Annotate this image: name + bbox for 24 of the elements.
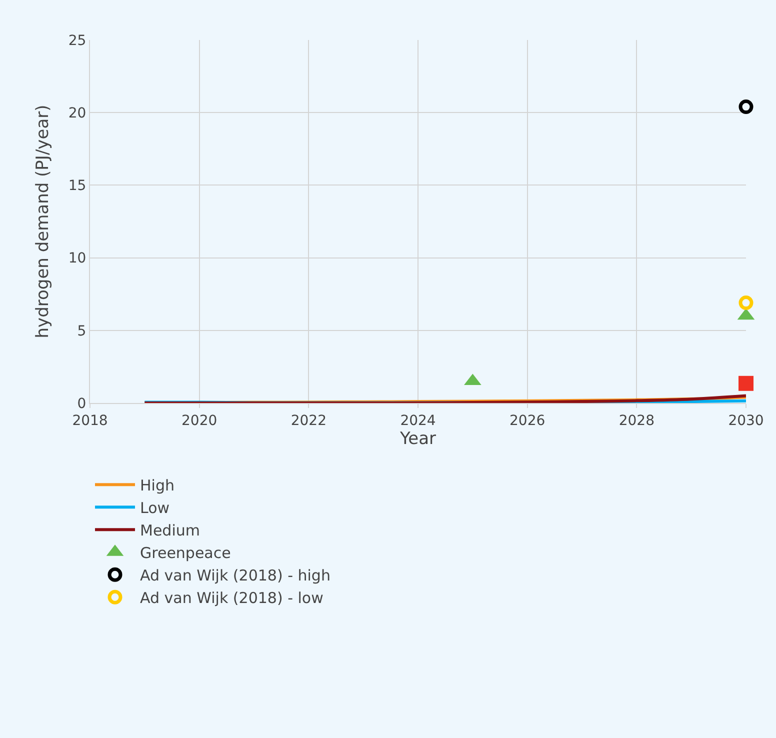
y-tick-label: 0 [77, 396, 86, 412]
x-tick-label: 2022 [290, 412, 326, 429]
y-tick-label: 25 [68, 32, 86, 49]
point [738, 100, 754, 114]
x-tick-label: 2030 [728, 412, 764, 429]
point [738, 296, 754, 310]
legend-label: Ad van Wijk (2018) - high [140, 566, 330, 584]
x-tick-label: 2026 [510, 412, 546, 429]
y-tick-label: 20 [68, 106, 86, 122]
y-tick-label: 15 [68, 178, 86, 194]
x-axis-title: Year [399, 428, 436, 449]
x-tick-label: 2028 [618, 412, 654, 429]
x-tick-label: 2024 [400, 412, 436, 429]
y-tick-label: 5 [77, 323, 86, 340]
x-tick-label: 2018 [72, 412, 108, 429]
legend-label: Low [140, 498, 170, 517]
point [738, 376, 754, 391]
legend-label: Greenpeace [140, 544, 231, 562]
y-tick-label: 10 [68, 250, 86, 267]
x-tick-label: 2020 [182, 412, 218, 429]
legend-label: Ad van Wijk (2018) - low [140, 588, 324, 607]
legend-label: High [140, 476, 174, 494]
y-axis-title: hydrogen demand (PJ/year) [32, 104, 53, 338]
legend-label: Medium [140, 521, 200, 540]
